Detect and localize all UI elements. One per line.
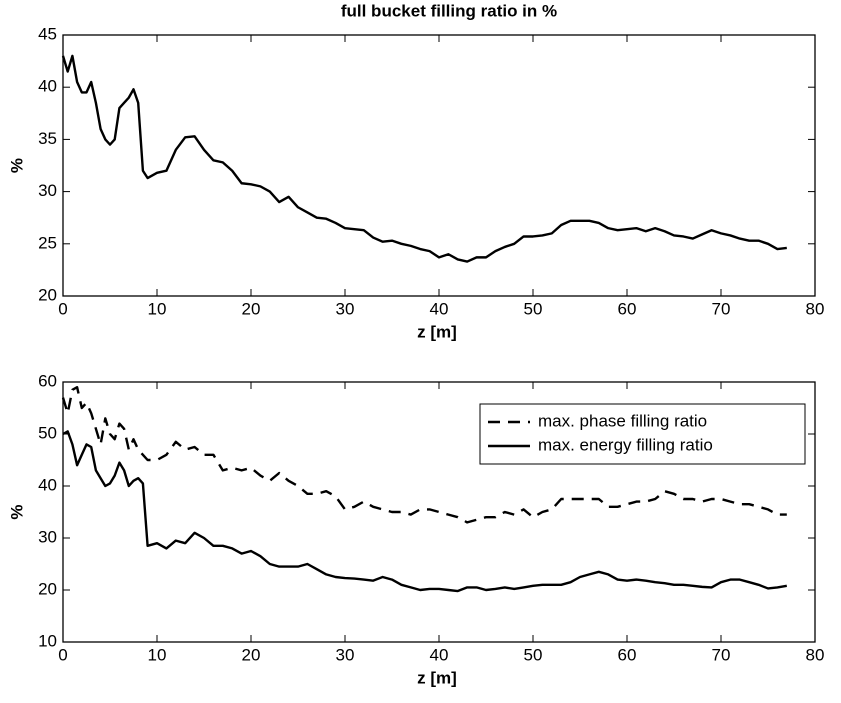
y-tick-label: 30 [38,527,57,546]
x-tick-label: 40 [430,645,449,664]
x-tick-label: 50 [524,645,543,664]
y-tick-label: 50 [38,423,57,442]
x-tick-label: 50 [524,299,543,318]
y-tick-label: 20 [38,579,57,598]
x-tick-label: 60 [618,299,637,318]
y-tick-label: 40 [38,475,57,494]
y-tick-label: 60 [38,371,57,390]
chart-title: full bucket filling ratio in % [341,1,557,20]
x-tick-label: 80 [806,645,825,664]
y-tick-label: 30 [38,181,57,200]
y-tick-label: 25 [38,233,57,252]
x-tick-label: 10 [148,645,167,664]
y-tick-label: 35 [38,129,57,148]
y-axis-label: % [7,504,26,519]
x-tick-label: 10 [148,299,167,318]
x-tick-label: 80 [806,299,825,318]
x-tick-label: 30 [336,299,355,318]
data-line [62,430,787,593]
x-axis-label: z [m] [417,668,457,687]
x-axis-label: z [m] [417,322,457,341]
x-tick-label: 20 [242,299,261,318]
y-tick-label: 10 [38,631,57,650]
x-tick-label: 70 [712,645,731,664]
y-tick-label: 45 [38,24,57,43]
legend: max. phase filling ratio max. energy fill… [479,403,806,465]
x-tick-label: 0 [58,299,67,318]
y-axis-label: % [7,158,26,173]
x-tick-label: 0 [58,645,67,664]
x-tick-label: 60 [618,645,637,664]
x-tick-label: 40 [430,299,449,318]
legend-label: max. energy filling ratio [538,435,713,454]
data-line [61,54,787,263]
y-tick-label: 20 [38,285,57,304]
x-tick-label: 70 [712,299,731,318]
legend-box [479,403,806,465]
data-line [61,386,787,524]
x-tick-label: 30 [336,645,355,664]
x-tick-label: 20 [242,645,261,664]
y-tick-label: 40 [38,77,57,96]
legend-label: max. phase filling ratio [538,411,707,430]
